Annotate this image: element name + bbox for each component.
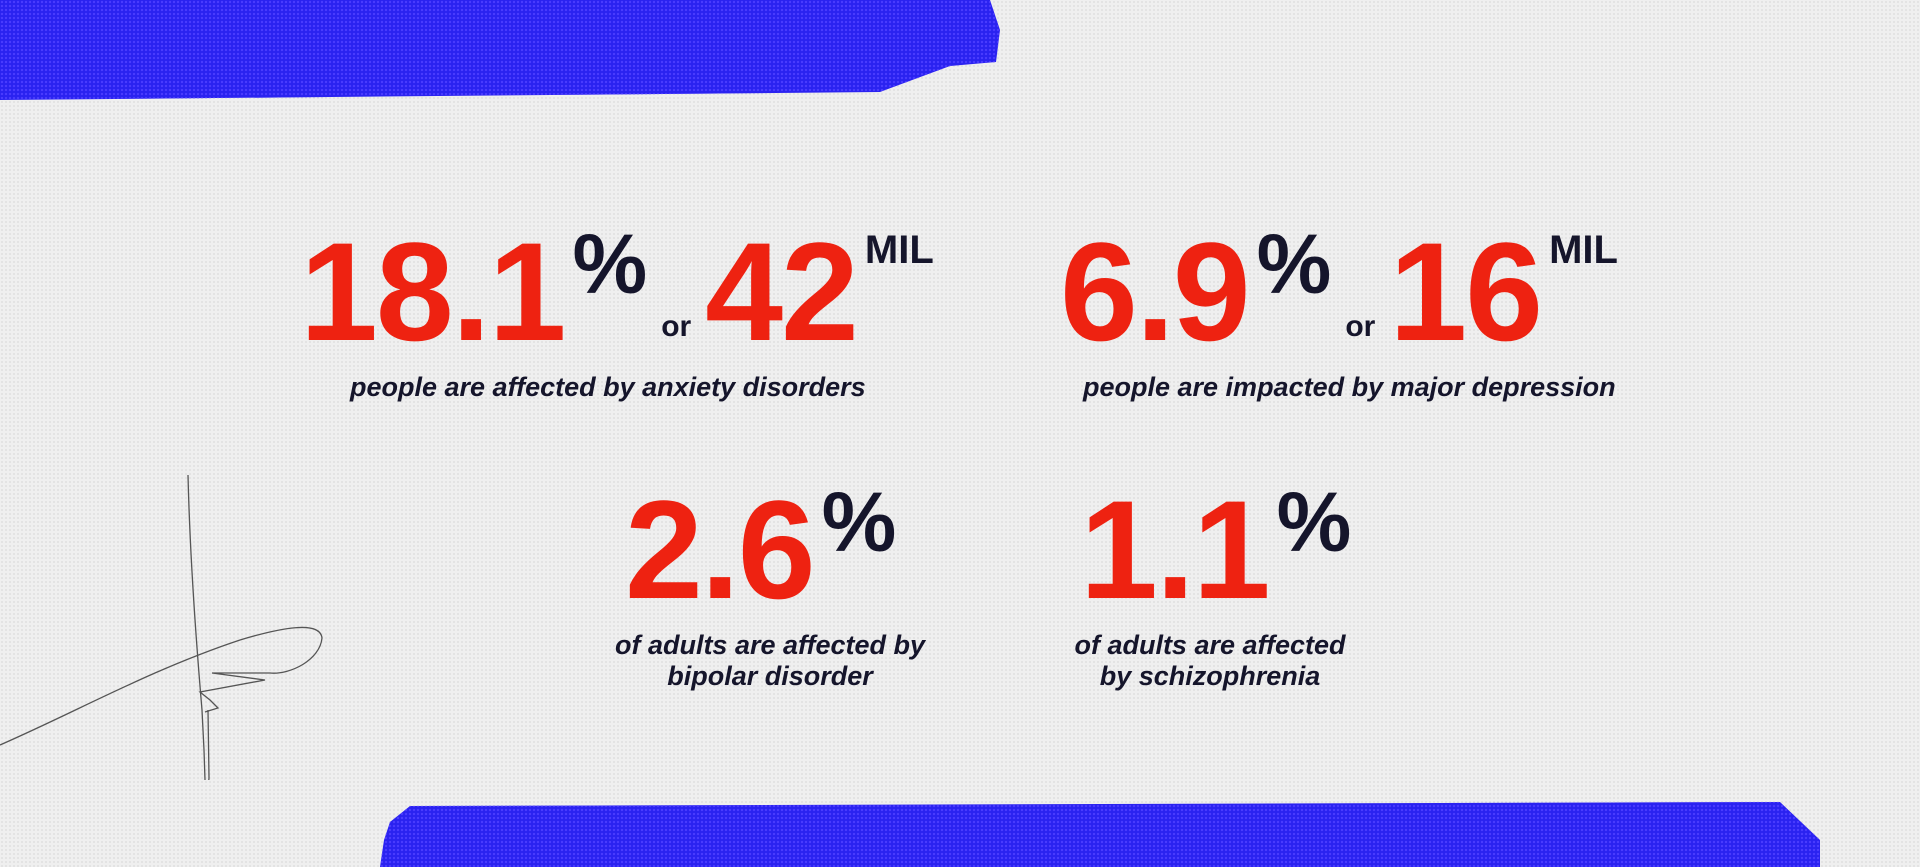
stat-value: 6.9 [1060,213,1251,370]
million-unit: MIL [864,228,934,272]
percent-sign: % [1256,217,1332,311]
stat-value: 18.1 [300,213,566,370]
bottom-brush-band [380,802,1820,867]
stat-caption: people are affected by anxiety disorders [350,372,866,402]
percent-sign: % [1276,475,1352,569]
caption-line: bipolar disorder [667,661,873,691]
caption-line: of adults are affected by [614,630,926,660]
signature [0,474,323,780]
stat-value: 2.6 [625,471,816,628]
stat-figures: 2.6 % [625,480,896,620]
stat-alt-value: 42 [705,213,859,370]
caption-line: by schizophrenia [1099,661,1321,691]
percent-sign: % [821,475,897,569]
stat-caption: people are impacted by major depression [1083,372,1616,402]
connector-text: or [661,310,692,343]
stat-alt-value: 16 [1389,213,1543,370]
percent-sign: % [572,217,648,311]
million-unit: MIL [1549,228,1618,272]
stat-figures: 6.9 % or 16 MIL [1060,222,1618,362]
stat-caption: of adults are affected by schizophrenia [1060,630,1360,692]
stat-value: 1.1 [1080,471,1271,628]
caption-line: of adults are affected [1074,630,1346,660]
connector-text: or [1345,310,1376,343]
top-brush-band [0,0,1000,100]
stat-figures: 1.1 % [1080,480,1351,620]
stat-figures: 18.1 % or 42 MIL [300,222,934,362]
stat-caption: of adults are affected by bipolar disord… [600,630,940,692]
